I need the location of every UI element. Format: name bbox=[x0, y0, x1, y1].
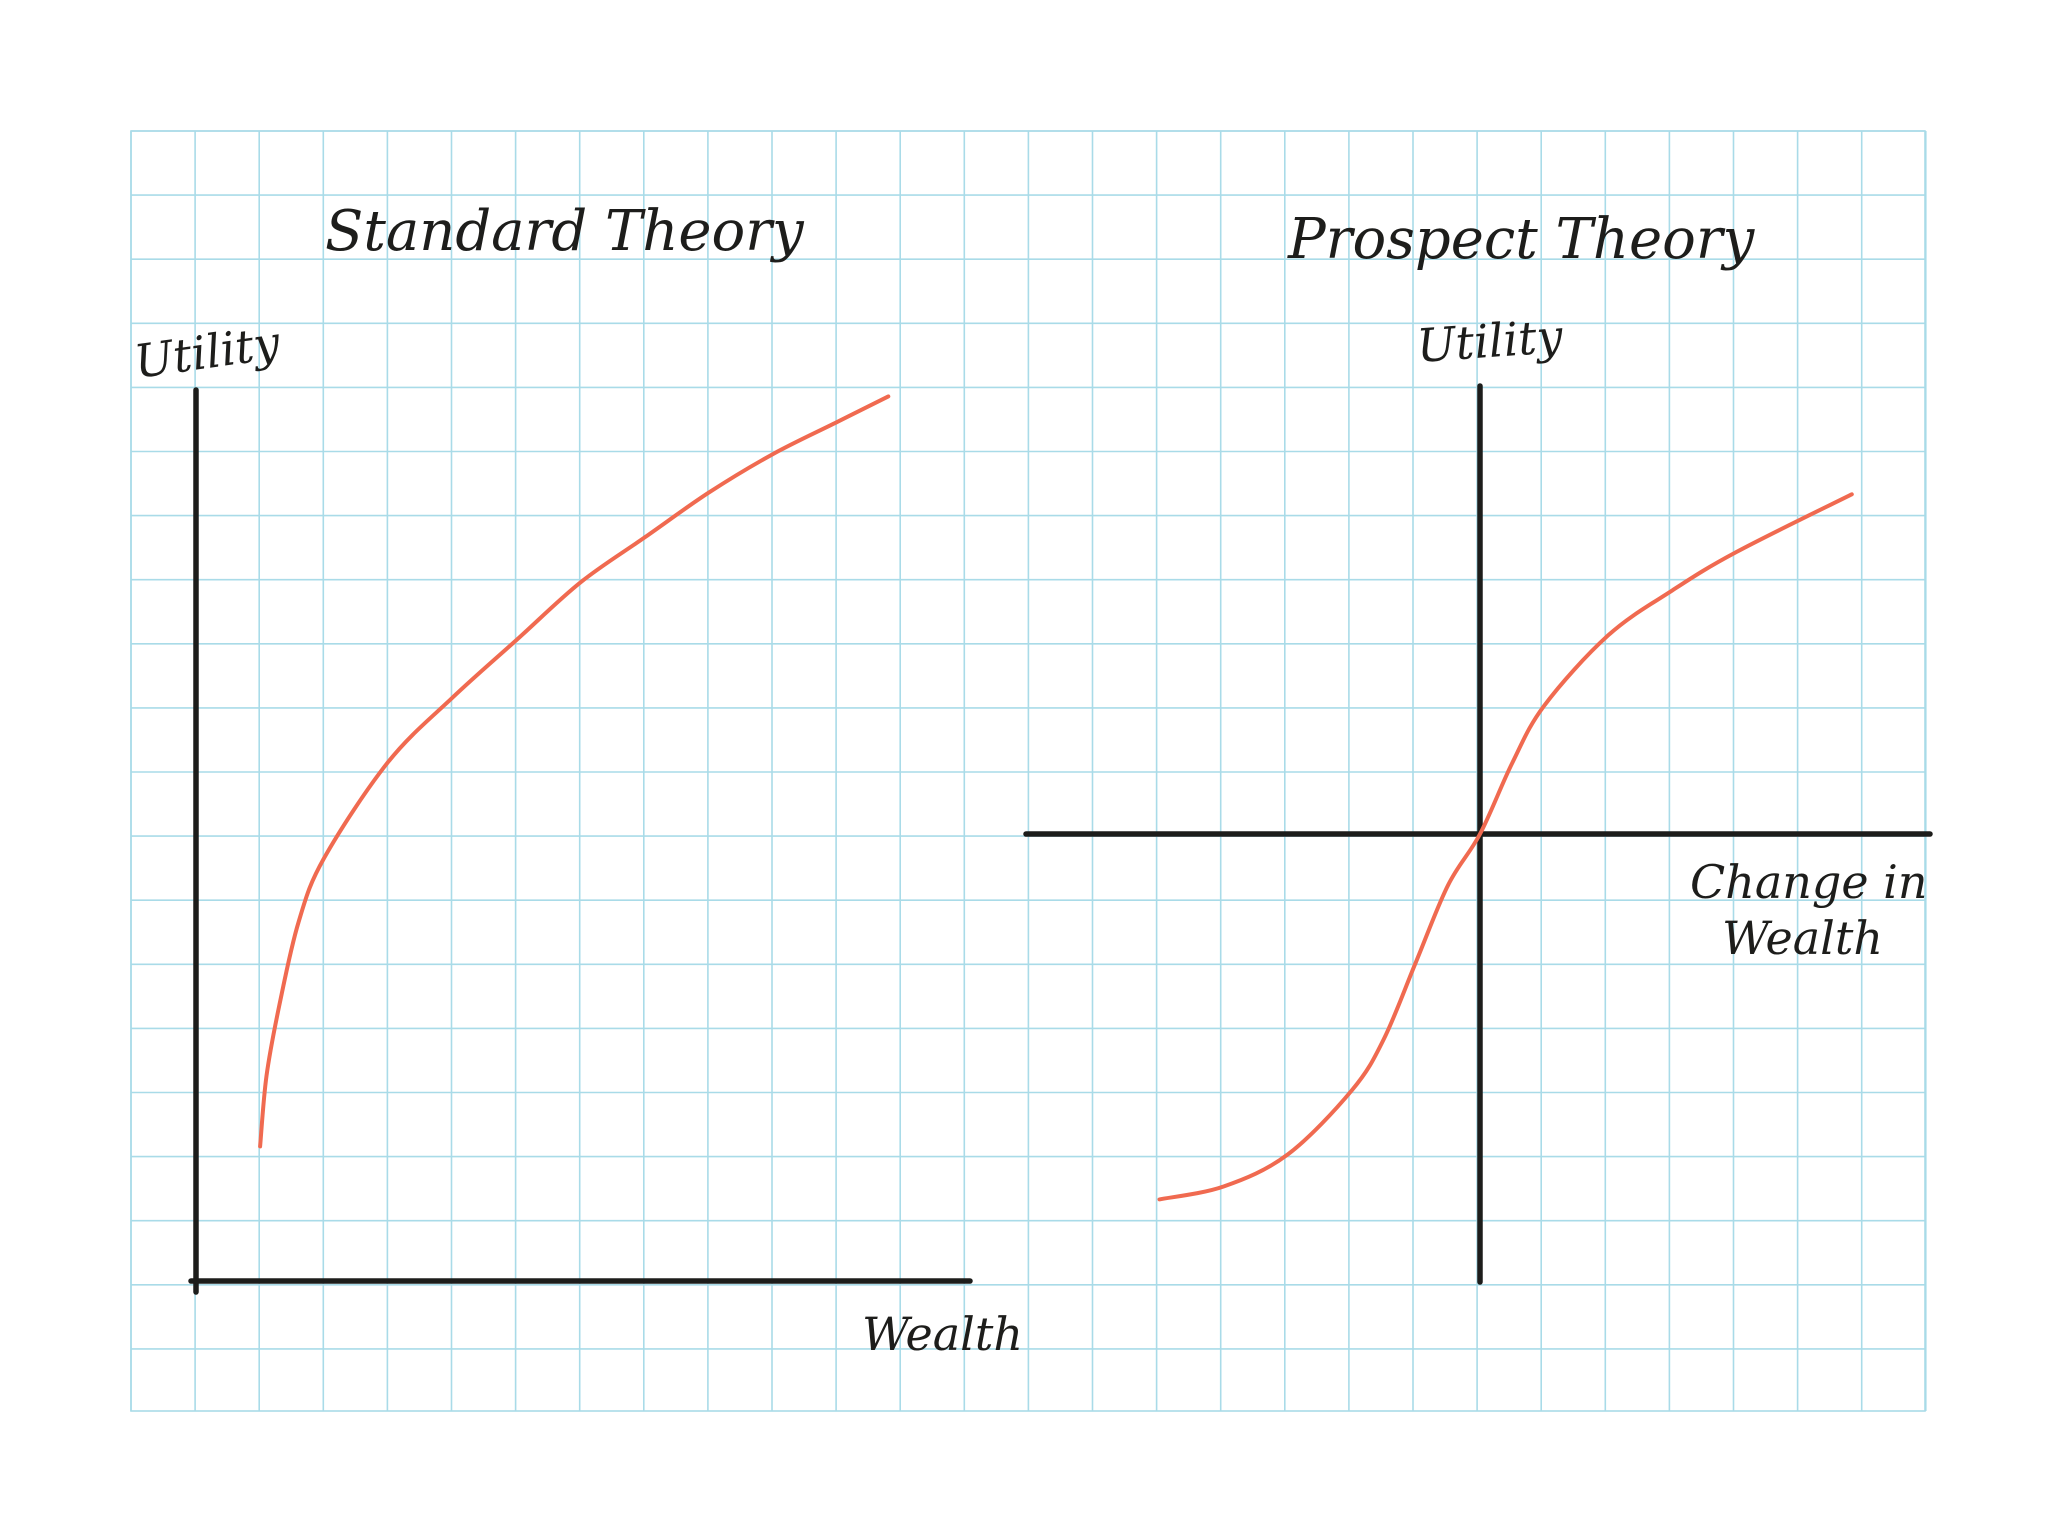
standard-theory-chart: Standard Theory Utility Wealth bbox=[131, 199, 1023, 1361]
prospect-theory-chart: Prospect Theory Utility Change in Wealth bbox=[1023, 207, 1933, 1285]
utility-curve bbox=[258, 394, 891, 1149]
x-axis-label: Wealth bbox=[862, 1307, 1023, 1361]
value-function-curve bbox=[1157, 492, 1854, 1202]
x-axis-label: Change in Wealth bbox=[1690, 855, 1928, 965]
grid bbox=[130, 130, 1927, 1412]
chart-title: Standard Theory bbox=[325, 199, 805, 264]
y-axis-label: Utility bbox=[1415, 309, 1565, 373]
chart-title: Prospect Theory bbox=[1287, 207, 1756, 272]
x-axis-label-line: Change in bbox=[1690, 855, 1928, 909]
x-axis-label-line: Wealth bbox=[1722, 911, 1883, 965]
grid-border bbox=[130, 130, 1926, 1412]
